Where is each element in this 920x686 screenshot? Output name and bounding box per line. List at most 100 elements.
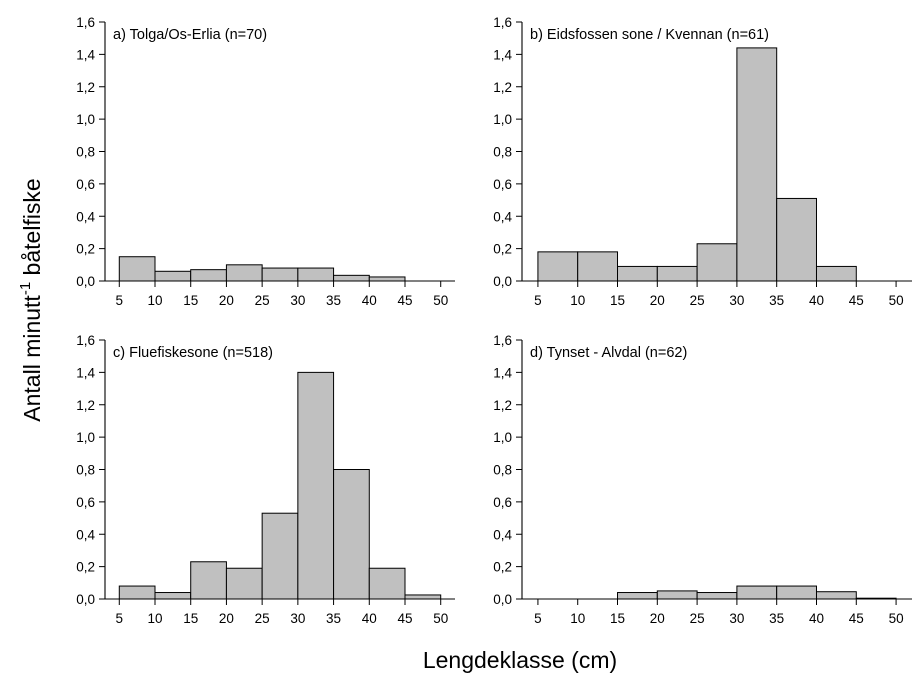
y-tick-label: 1,4 <box>76 365 95 380</box>
x-tick-label: 15 <box>183 293 198 308</box>
histogram-bar <box>617 265 658 282</box>
histogram-bar <box>190 561 227 600</box>
y-tick-label: 0,8 <box>493 463 512 478</box>
histogram-bar <box>261 512 299 600</box>
panel-title: c) Fluefiskesone (n=518) <box>113 345 273 361</box>
x-tick-label: 50 <box>889 611 904 626</box>
x-tick-label: 30 <box>729 611 744 626</box>
x-tick-label: 25 <box>255 611 270 626</box>
y-tick-label: 0,6 <box>493 177 512 192</box>
histogram-bar <box>404 594 442 600</box>
y-tick-label: 0,4 <box>493 527 512 542</box>
x-tick-label: 40 <box>362 611 377 626</box>
y-tick-label: 1,0 <box>76 430 95 445</box>
x-tick-label: 5 <box>116 293 124 308</box>
x-tick-label: 45 <box>397 611 412 626</box>
x-tick-label: 50 <box>433 293 448 308</box>
histogram-bar <box>154 270 192 282</box>
y-tick-label: 0,8 <box>493 145 512 160</box>
y-tick-label: 0,0 <box>76 592 95 607</box>
y-tick-label: 1,4 <box>493 365 512 380</box>
histogram-bar <box>577 251 619 282</box>
histogram-bar <box>736 47 778 282</box>
histogram-bar <box>333 274 370 282</box>
y-tick-label: 1,2 <box>493 398 512 413</box>
y-tick-label: 0,8 <box>76 145 95 160</box>
histogram-bar <box>154 592 192 600</box>
x-tick-label: 20 <box>219 611 234 626</box>
y-tick-label: 0,8 <box>76 463 95 478</box>
panel-title: b) Eidsfossen sone / Kvennan (n=61) <box>530 27 769 43</box>
y-tick-label: 0,2 <box>493 242 512 257</box>
histogram-bar <box>776 585 817 600</box>
histogram-bar <box>696 243 738 282</box>
x-tick-label: 5 <box>534 293 542 308</box>
histogram-bar <box>776 197 817 282</box>
y-tick-label: 0,6 <box>76 177 95 192</box>
y-tick-label: 1,0 <box>493 430 512 445</box>
histogram-bar <box>736 585 778 600</box>
x-tick-label: 35 <box>326 611 341 626</box>
x-tick-label: 10 <box>570 611 585 626</box>
x-tick-label: 20 <box>650 293 665 308</box>
x-tick-label: 15 <box>610 611 625 626</box>
panel-title: d) Tynset - Alvdal (n=62) <box>530 345 687 361</box>
x-tick-label: 20 <box>219 293 234 308</box>
x-tick-label: 5 <box>534 611 542 626</box>
histogram-bar <box>537 251 579 282</box>
x-tick-label: 25 <box>690 611 705 626</box>
x-tick-label: 35 <box>769 611 784 626</box>
histogram-bar <box>815 265 857 282</box>
histogram-panel-2: 0,0 0,2 0,4 0,6 0,8 1,0 1,2 1,4 1,6 5 10 15 20 25 30 35… <box>493 15 912 308</box>
x-tick-label: 15 <box>610 293 625 308</box>
y-tick-label: 0,4 <box>76 209 95 224</box>
x-tick-label: 45 <box>849 293 864 308</box>
histogram-bar <box>617 592 658 600</box>
x-tick-label: 40 <box>809 611 824 626</box>
histogram-panel-3: 0,0 0,2 0,4 0,6 0,8 1,0 1,2 1,4 1,6 5 10 15 20 25 30 35… <box>76 333 455 626</box>
y-tick-label: 1,2 <box>76 398 95 413</box>
histogram-bar <box>656 265 698 282</box>
x-tick-label: 25 <box>255 293 270 308</box>
x-tick-label: 15 <box>183 611 198 626</box>
histogram-bar <box>190 269 227 282</box>
x-tick-label: 20 <box>650 611 665 626</box>
x-tick-label: 30 <box>729 293 744 308</box>
y-axis-label-superscript: -1 <box>17 282 34 295</box>
histogram-panel-4: 0,0 0,2 0,4 0,6 0,8 1,0 1,2 1,4 1,6 5 10 15 20 25 30 35… <box>493 333 912 626</box>
x-tick-label: 50 <box>433 611 448 626</box>
y-tick-label: 0,4 <box>493 209 512 224</box>
histogram-bar <box>297 371 335 600</box>
y-tick-label: 1,2 <box>76 80 95 95</box>
y-tick-label: 0,2 <box>493 560 512 575</box>
x-tick-label: 25 <box>690 293 705 308</box>
y-tick-label: 1,0 <box>493 112 512 127</box>
histogram-bar <box>368 567 406 600</box>
y-axis-label-main: Antall minutt <box>19 295 45 422</box>
histogram-bar <box>656 590 698 600</box>
y-axis-label: Antall minutt-1 båtelfiske <box>17 178 45 421</box>
y-tick-label: 0,2 <box>76 560 95 575</box>
y-tick-label: 0,0 <box>76 274 95 289</box>
x-tick-label: 50 <box>889 293 904 308</box>
x-tick-label: 10 <box>147 611 162 626</box>
x-tick-label: 40 <box>362 293 377 308</box>
histogram-bar <box>118 585 156 600</box>
histogram-bar <box>368 276 406 282</box>
histogram-bar <box>118 256 156 282</box>
y-tick-label: 1,6 <box>76 333 95 348</box>
histogram-bar <box>225 264 263 282</box>
y-axis-label-tail: båtelfiske <box>19 178 45 282</box>
x-tick-label: 10 <box>147 293 162 308</box>
histogram-bar <box>333 469 370 600</box>
y-tick-label: 1,0 <box>76 112 95 127</box>
y-tick-label: 1,6 <box>493 15 512 30</box>
histogram-bar <box>815 591 857 600</box>
histogram-bar <box>261 267 299 282</box>
y-tick-label: 1,4 <box>76 47 95 62</box>
x-tick-label: 10 <box>570 293 585 308</box>
x-tick-label: 45 <box>397 293 412 308</box>
x-axis-label: Lengdeklasse (cm) <box>423 647 617 673</box>
y-tick-label: 0,0 <box>493 274 512 289</box>
